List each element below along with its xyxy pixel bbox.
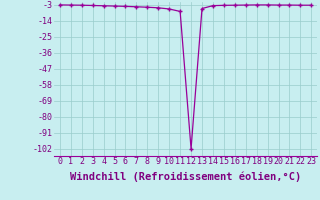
X-axis label: Windchill (Refroidissement éolien,°C): Windchill (Refroidissement éolien,°C) — [70, 172, 301, 182]
